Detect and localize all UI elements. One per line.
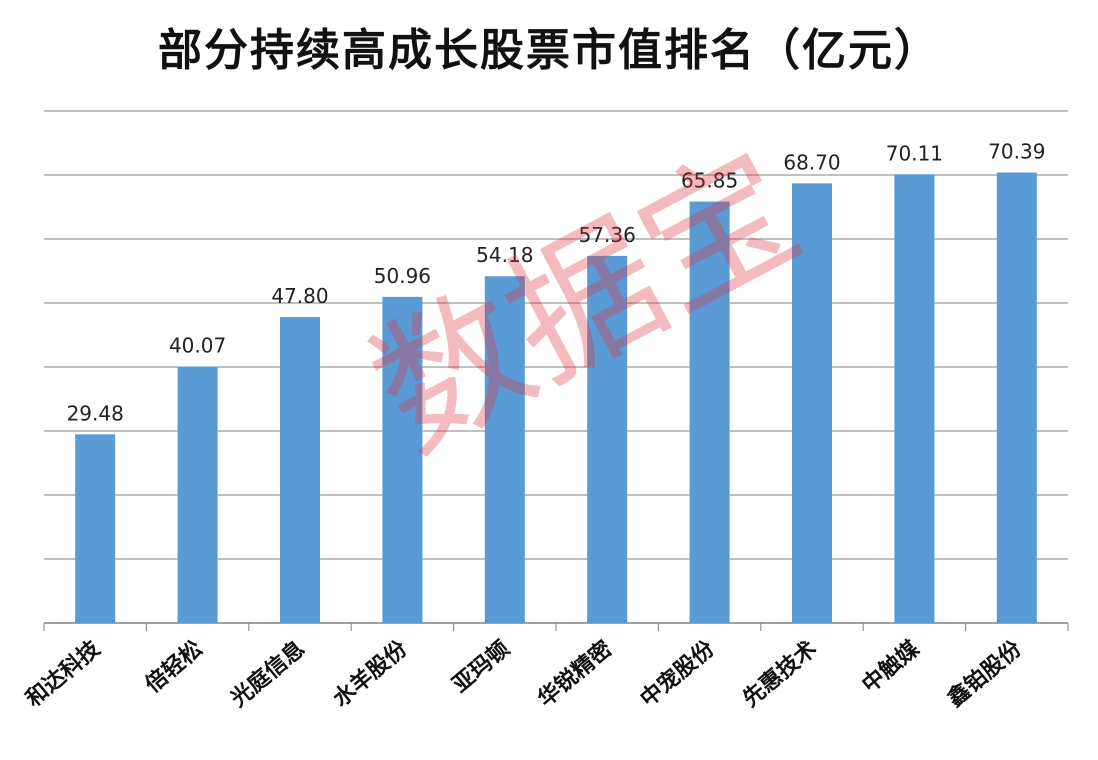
bar-5 [484,276,525,623]
bar-10 [996,172,1037,623]
x-tick-label: 鑫铂股份 [943,635,1028,712]
data-label: 54.18 [476,243,533,267]
data-label: 65.85 [681,169,738,193]
x-tick-label: 华锐精密 [533,636,617,712]
x-tick-label: 和达科技 [22,636,106,712]
x-tick-label: 倍轻松 [140,636,207,698]
x-tick-label: 光庭信息 [225,636,310,713]
bar-1 [75,434,116,623]
bar-8 [792,183,832,623]
data-label: 40.07 [169,334,226,358]
chart-title: 部分持续高成长股票市值排名（亿元） [158,25,940,76]
bar-6 [587,255,628,623]
data-label: 68.70 [783,150,840,174]
x-tick-label: 中宠股份 [635,635,720,712]
data-label: 70.39 [988,140,1045,164]
data-label: 29.48 [67,401,124,425]
data-label: 47.80 [271,284,328,308]
x-tick-label: 中触媒 [857,635,925,698]
x-tick-label: 亚玛顿 [448,636,515,698]
data-label: 70.11 [886,141,943,165]
x-tick-label: 先惠技术 [738,636,821,712]
bar-9 [894,174,935,623]
bar-7 [689,201,730,623]
data-label: 50.96 [374,264,431,288]
data-label: 57.36 [579,223,636,247]
bar-4 [382,296,423,623]
bar-3 [280,317,320,623]
x-tick-label: 水羊股份 [328,635,413,712]
bar-2 [177,366,218,623]
